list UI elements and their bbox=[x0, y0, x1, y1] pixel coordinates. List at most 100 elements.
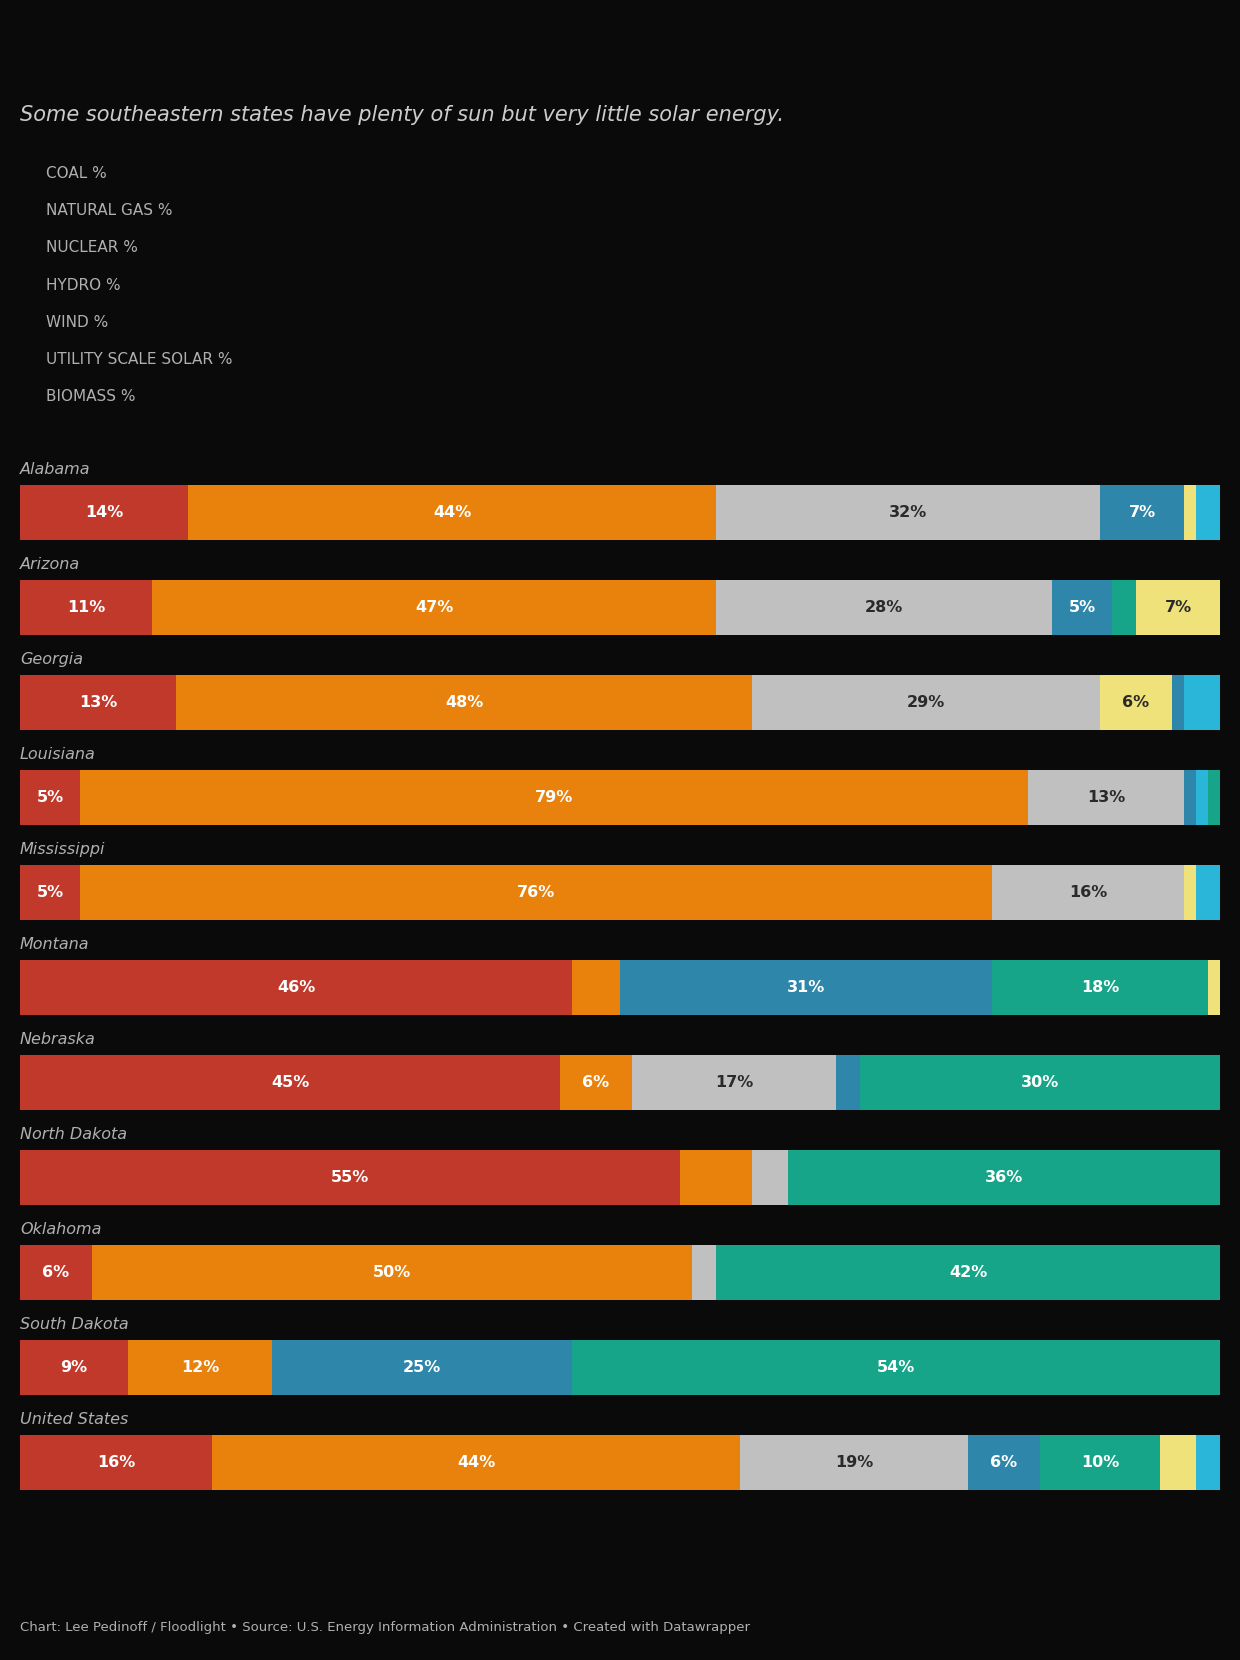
Text: COAL %: COAL % bbox=[46, 166, 107, 181]
Bar bbox=[20, 770, 81, 825]
Bar bbox=[1197, 1434, 1220, 1491]
Text: 14%: 14% bbox=[84, 505, 123, 520]
Text: WIND %: WIND % bbox=[46, 315, 108, 330]
Text: 13%: 13% bbox=[1087, 790, 1125, 805]
Bar bbox=[715, 1245, 1220, 1300]
Bar bbox=[836, 1056, 861, 1111]
Bar bbox=[992, 959, 1208, 1014]
Bar bbox=[1184, 676, 1220, 730]
Text: 5%: 5% bbox=[36, 790, 63, 805]
Text: Arizona: Arizona bbox=[20, 558, 81, 573]
Text: Chart: Lee Pedinoff / Floodlight • Source: U.S. Energy Information Administratio: Chart: Lee Pedinoff / Floodlight • Sourc… bbox=[20, 1622, 750, 1633]
Bar bbox=[1052, 579, 1112, 636]
Bar bbox=[20, 959, 572, 1014]
Text: Montana: Montana bbox=[20, 938, 89, 953]
Text: HYDRO %: HYDRO % bbox=[46, 277, 120, 292]
Text: 44%: 44% bbox=[433, 505, 471, 520]
Text: Mississippi: Mississippi bbox=[20, 842, 105, 858]
Bar bbox=[1208, 959, 1220, 1014]
Bar bbox=[1100, 676, 1172, 730]
Text: Louisiana: Louisiana bbox=[20, 747, 95, 762]
Text: NATURAL GAS %: NATURAL GAS % bbox=[46, 203, 172, 217]
Text: 31%: 31% bbox=[787, 979, 825, 994]
Text: 28%: 28% bbox=[864, 599, 903, 614]
Text: 29%: 29% bbox=[906, 696, 945, 710]
Bar bbox=[20, 579, 153, 636]
Bar bbox=[20, 1150, 680, 1205]
Text: 76%: 76% bbox=[517, 885, 556, 900]
Bar bbox=[1184, 485, 1197, 540]
Bar bbox=[992, 865, 1184, 920]
Text: 44%: 44% bbox=[456, 1456, 495, 1471]
Bar bbox=[1028, 770, 1184, 825]
Bar bbox=[1197, 485, 1220, 540]
Text: 10%: 10% bbox=[1081, 1456, 1120, 1471]
Text: Georgia: Georgia bbox=[20, 652, 83, 667]
Text: 6%: 6% bbox=[1122, 696, 1149, 710]
Text: 5%: 5% bbox=[1069, 599, 1096, 614]
Bar bbox=[740, 1434, 968, 1491]
Text: 36%: 36% bbox=[985, 1170, 1023, 1185]
Text: 48%: 48% bbox=[445, 696, 484, 710]
Text: Alabama: Alabama bbox=[20, 463, 91, 478]
Text: NUCLEAR %: NUCLEAR % bbox=[46, 241, 138, 256]
Text: United States: United States bbox=[20, 1413, 129, 1428]
Bar bbox=[680, 1150, 751, 1205]
Text: Oklahoma: Oklahoma bbox=[20, 1222, 102, 1237]
Bar bbox=[20, 1434, 212, 1491]
Bar bbox=[560, 1056, 632, 1111]
Text: 50%: 50% bbox=[373, 1265, 412, 1280]
Bar bbox=[176, 676, 751, 730]
Text: 18%: 18% bbox=[1081, 979, 1120, 994]
Text: UTILITY SCALE SOLAR %: UTILITY SCALE SOLAR % bbox=[46, 352, 233, 367]
Bar bbox=[861, 1056, 1220, 1111]
Bar bbox=[1184, 770, 1197, 825]
Text: 11%: 11% bbox=[67, 599, 105, 614]
Bar bbox=[20, 1245, 92, 1300]
Bar bbox=[1208, 770, 1220, 825]
Text: 6%: 6% bbox=[991, 1456, 1018, 1471]
Bar bbox=[20, 1340, 128, 1394]
Text: 42%: 42% bbox=[949, 1265, 987, 1280]
Text: 25%: 25% bbox=[403, 1360, 441, 1374]
Text: 9%: 9% bbox=[61, 1360, 88, 1374]
Text: South Dakota: South Dakota bbox=[20, 1318, 129, 1333]
Bar bbox=[620, 959, 992, 1014]
Text: 79%: 79% bbox=[534, 790, 573, 805]
Text: 30%: 30% bbox=[1021, 1076, 1059, 1091]
Text: 6%: 6% bbox=[583, 1076, 610, 1091]
Bar bbox=[572, 959, 620, 1014]
Bar bbox=[968, 1434, 1040, 1491]
Bar bbox=[692, 1245, 715, 1300]
Bar bbox=[1136, 579, 1220, 636]
Text: 45%: 45% bbox=[270, 1076, 309, 1091]
Bar bbox=[20, 1056, 560, 1111]
Bar bbox=[1197, 770, 1208, 825]
Bar bbox=[92, 1245, 692, 1300]
Bar bbox=[632, 1056, 836, 1111]
Text: 19%: 19% bbox=[835, 1456, 873, 1471]
Bar bbox=[20, 676, 176, 730]
Bar bbox=[1112, 579, 1136, 636]
Text: 17%: 17% bbox=[715, 1076, 753, 1091]
Text: 55%: 55% bbox=[331, 1170, 370, 1185]
Text: 7%: 7% bbox=[1128, 505, 1156, 520]
Text: 12%: 12% bbox=[181, 1360, 219, 1374]
Text: 5%: 5% bbox=[36, 885, 63, 900]
Bar bbox=[1197, 865, 1220, 920]
Bar bbox=[1159, 1434, 1197, 1491]
Bar bbox=[715, 485, 1100, 540]
Bar bbox=[128, 1340, 272, 1394]
Text: 54%: 54% bbox=[877, 1360, 915, 1374]
Text: 46%: 46% bbox=[277, 979, 315, 994]
Text: 16%: 16% bbox=[97, 1456, 135, 1471]
Bar bbox=[1184, 865, 1197, 920]
Bar bbox=[20, 485, 188, 540]
Bar bbox=[751, 1150, 787, 1205]
Bar bbox=[20, 865, 81, 920]
Bar bbox=[153, 579, 715, 636]
Text: 32%: 32% bbox=[889, 505, 928, 520]
Bar bbox=[751, 676, 1100, 730]
Text: 47%: 47% bbox=[415, 599, 453, 614]
Text: BIOMASS %: BIOMASS % bbox=[46, 388, 135, 403]
